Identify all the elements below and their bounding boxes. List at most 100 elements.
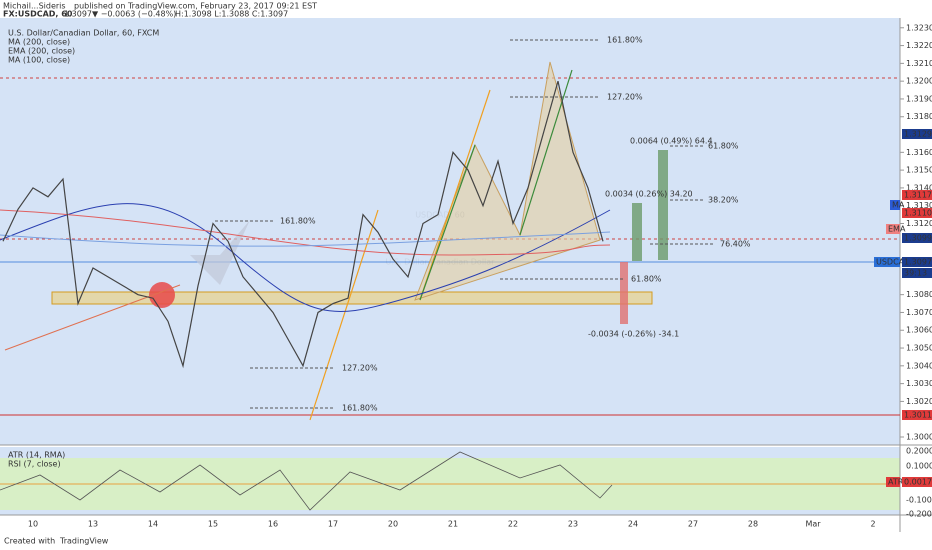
green-leg xyxy=(419,144,476,301)
x-tick-label: Mar xyxy=(805,520,821,529)
price-line xyxy=(2,80,604,369)
legend-entry: MA (200, close) xyxy=(8,38,70,47)
abcd-leg xyxy=(309,209,379,421)
last-price: 1.3097 xyxy=(64,10,92,19)
x-tick-label: 24 xyxy=(628,520,638,529)
legend-entry: MA (100, close) xyxy=(8,56,70,65)
y-tick-label: 1.3020 xyxy=(906,397,932,406)
indicator-label: RSI (7, close) xyxy=(8,460,61,469)
x-tick-label: 23 xyxy=(568,520,578,529)
y-tick-label: 1.3060 xyxy=(906,326,932,335)
y-tick-label: 1.3210 xyxy=(906,59,932,68)
price-tag xyxy=(890,200,900,210)
x-tick-label: 13 xyxy=(88,520,98,529)
atr-tag-box xyxy=(886,477,900,487)
rsi-line xyxy=(0,451,613,511)
annotation: -0.0034 (-0.26%) -34.1 xyxy=(588,330,679,339)
price-tag-label: 1.3110 xyxy=(904,209,932,218)
green-leg xyxy=(519,69,573,236)
y-tick-label: 1.3140 xyxy=(906,183,932,192)
header-published: published on TradingView.com, February 2… xyxy=(74,2,317,11)
annotation: 161.80% xyxy=(280,217,316,226)
header-author: Michail...Sideris xyxy=(3,2,66,11)
y-tick-label: 1.3160 xyxy=(906,148,932,157)
x-tick-label: 10 xyxy=(28,520,38,529)
measure-box xyxy=(632,203,642,261)
price-tag-label: EMA xyxy=(888,225,906,234)
y-tick-label: 1.3220 xyxy=(906,41,932,50)
annotation: 61.80% xyxy=(708,142,739,151)
y-tick-label: 1.3230 xyxy=(906,23,932,32)
watermark: U.S. Dollar/Canadian Dollar xyxy=(386,258,496,267)
y-tick-label: 1.3080 xyxy=(906,290,932,299)
annotation: 38.20% xyxy=(708,196,739,205)
zone xyxy=(51,291,653,305)
y-tick-label: 1.3000 xyxy=(906,432,932,441)
y-tick-label: 1.3050 xyxy=(906,344,932,353)
indicator-axis-label: -0.1000 xyxy=(906,496,932,505)
price-tag-label: 39:13 xyxy=(904,269,927,278)
x-tick-label: 17 xyxy=(328,520,338,529)
annotation: 161.80% xyxy=(607,36,643,45)
ma-100 xyxy=(0,203,611,312)
chart-title: U.S. Dollar/Canadian Dollar, 60, FXCM xyxy=(8,29,159,38)
legend-entry: EMA (200, close) xyxy=(8,47,75,56)
x-tick-label: 22 xyxy=(508,520,518,529)
y-tick-label: 1.3070 xyxy=(906,308,932,317)
annotation: 0.0064 (0.49%) 64.4 xyxy=(630,137,713,146)
watermark: USDCAD, 60 xyxy=(415,211,465,220)
y-tick-label: 1.3190 xyxy=(906,94,932,103)
indicator-axis-label: 0.2000 xyxy=(906,447,932,456)
price-tag xyxy=(902,268,932,278)
atr-value-box xyxy=(902,477,932,487)
y-tick-label: 1.3150 xyxy=(906,166,932,175)
x-tick-label: 16 xyxy=(268,520,278,529)
x-tick-label: 21 xyxy=(448,520,458,529)
abcd-leg xyxy=(419,89,491,301)
measure-box xyxy=(620,262,628,324)
ma-200 xyxy=(0,231,611,247)
x-tick-label: 15 xyxy=(208,520,218,529)
trend-line xyxy=(4,284,181,351)
annotation: 76.40% xyxy=(720,240,751,249)
annotation: 0.0034 (0.26%) 34.20 xyxy=(605,190,693,199)
price-tag-label: MA xyxy=(892,201,905,210)
y-tick-label: 1.3200 xyxy=(906,77,932,86)
price-tag xyxy=(902,208,932,218)
price-tag xyxy=(902,257,932,267)
annotation: 127.20% xyxy=(607,93,643,102)
y-tick-label: 1.3130 xyxy=(906,201,932,210)
symbol: FX:USDCAD, 60 xyxy=(3,10,73,19)
x-tick-label: 28 xyxy=(748,520,758,529)
indicator-label: ATR (14, RMA) xyxy=(8,451,65,460)
y-tick-label: 1.3180 xyxy=(906,112,932,121)
ema-200 xyxy=(0,209,611,256)
price-tag xyxy=(902,233,932,243)
annotation: 161.80% xyxy=(342,404,378,413)
price-tag xyxy=(874,257,900,267)
price-tag-label: 1.3099 xyxy=(904,234,932,243)
price-tag xyxy=(902,410,932,420)
footer-brand: TradingView xyxy=(59,537,109,546)
measure-box xyxy=(658,150,668,260)
price-tag-label: 1.3097 xyxy=(904,258,932,267)
y-tick-label: 1.3030 xyxy=(906,379,932,388)
pattern-left xyxy=(190,220,250,285)
x-tick-label: 20 xyxy=(388,520,398,529)
annotation: 61.80% xyxy=(631,275,662,284)
atr-tag: ATR xyxy=(888,478,904,487)
y-tick-label: 1.3120 xyxy=(906,219,932,228)
x-tick-label: 14 xyxy=(148,520,158,529)
x-tick-label: 27 xyxy=(688,520,698,529)
price-tag-label: 1.3129 xyxy=(904,130,932,139)
annotation: 127.20% xyxy=(342,364,378,373)
footer-created: Created with xyxy=(4,537,55,546)
price-tag-label: 1.3011 xyxy=(904,411,932,420)
indicator-axis-label: -0.2000 xyxy=(906,510,932,519)
price-tag xyxy=(886,224,900,234)
x-tick-label: 2 xyxy=(870,520,875,529)
price-tag xyxy=(902,129,932,139)
y-tick-label: 1.3040 xyxy=(906,361,932,370)
atr-value: 0.0017 xyxy=(904,478,932,487)
